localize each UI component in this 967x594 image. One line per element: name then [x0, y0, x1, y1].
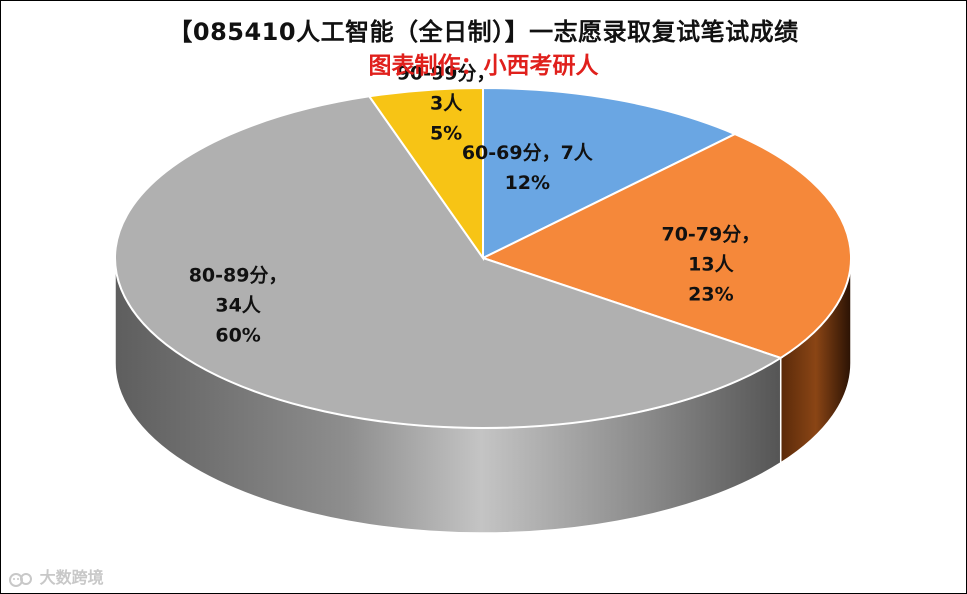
slice-label-3-line-1: 3人 [430, 93, 463, 115]
pie-slice-0 [482, 86, 738, 260]
watermark: 大数跨境 [8, 564, 104, 588]
slice-label-2-line-2: 60% [215, 325, 260, 347]
slice-label-3-line-0: 90-99分， [397, 63, 496, 85]
chart-subtitle: 图表制作：小西考研人 [368, 53, 599, 79]
pie-tops [113, 86, 852, 429]
slice-label-1-line-1: 13人 [688, 253, 734, 275]
watermark-text: 大数跨境 [39, 568, 104, 587]
slice-label-3-line-2: 5% [430, 123, 462, 145]
pie-slice-3 [367, 86, 484, 262]
pie-slice-1 [480, 132, 852, 360]
slice-label-2-line-1: 34人 [215, 295, 261, 317]
pie-labels: 60-69分，7人 12% 70-79分， 13人 23% 80-89分， 34人 60% 90… [189, 63, 761, 347]
slice-label-0-line-0: 60-69分，7人 [462, 142, 594, 164]
slice-label-1-line-2: 23% [688, 283, 733, 305]
slice-label-0-line-1: 12% [505, 172, 550, 194]
slice-label-2-line-0: 80-89分， [189, 265, 288, 287]
slice-label-1-line-0: 70-79分， [661, 223, 760, 245]
cat-logo-icon [9, 572, 32, 587]
chart-title: 【085410人工智能（全日制）】一志愿录取复试笔试成绩 [168, 18, 799, 46]
pie-slice-2 [113, 95, 784, 429]
